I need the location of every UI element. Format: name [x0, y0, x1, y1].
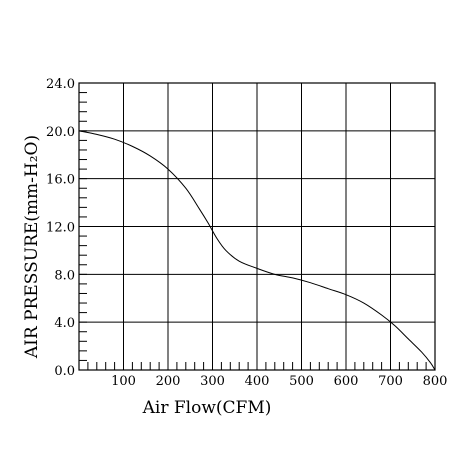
x-axis-title: Air Flow(CFM) — [142, 398, 272, 418]
y-axis-title: AIR PRESSURE(mm-H₂O) — [22, 135, 42, 359]
x-tick-label: 200 — [156, 374, 181, 389]
x-tick-label: 600 — [334, 374, 359, 389]
y-tick-label: 8.0 — [54, 268, 75, 283]
x-tick-label: 800 — [423, 374, 448, 389]
y-tick-label: 12.0 — [46, 221, 75, 236]
x-tick-label: 400 — [245, 374, 270, 389]
plot-frame — [78, 82, 436, 371]
x-tick-label: 100 — [111, 374, 136, 389]
y-tick-labels: 0.0 4.0 8.0 12.0 16.0 20.0 24.0 — [46, 77, 75, 379]
y-tick-label: 20.0 — [46, 125, 75, 140]
grid-layer — [79, 82, 436, 371]
minor-tick-layer — [78, 82, 436, 371]
y-tick-label: 16.0 — [46, 173, 75, 188]
y-tick-label: 4.0 — [54, 316, 75, 331]
x-tick-labels: 100 200 300 400 500 600 700 800 — [111, 374, 447, 389]
x-tick-label: 300 — [200, 374, 225, 389]
x-tick-label: 700 — [378, 374, 403, 389]
pressure-flow-curve — [78, 130, 436, 371]
y-tick-label: 0.0 — [54, 364, 75, 379]
series-layer — [78, 130, 436, 371]
x-tick-label: 500 — [289, 374, 314, 389]
y-tick-label: 24.0 — [46, 77, 75, 92]
